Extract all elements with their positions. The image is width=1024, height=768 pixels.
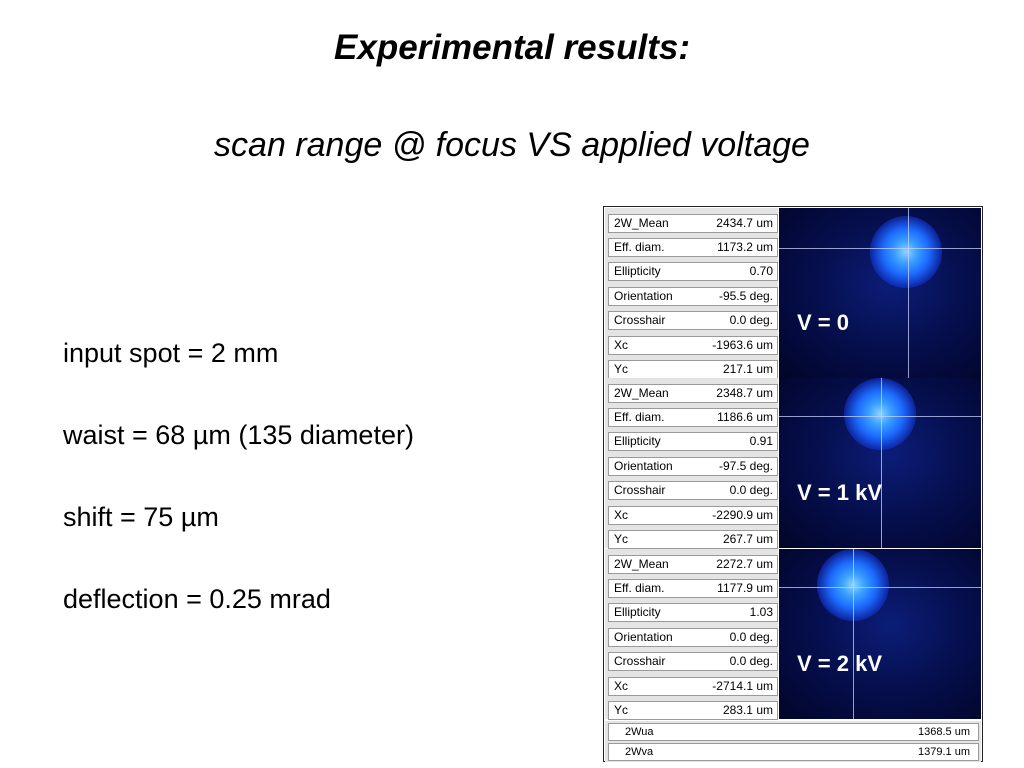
summary-table: 2Wua 1368.5 um 2Wva 1379.1 um: [605, 721, 981, 762]
param-value: 1186.6 um: [717, 410, 773, 424]
param-value: 2348.7 um: [716, 386, 773, 400]
param-row: Ellipticity 0.70: [608, 262, 778, 281]
param-row: Yc 283.1 um: [608, 701, 778, 720]
param-row: Xc -1963.6 um: [608, 336, 778, 355]
crosshair-horizontal: [779, 416, 981, 417]
crosshair-horizontal: [779, 587, 981, 588]
param-label: Ellipticity: [614, 605, 661, 619]
voltage-label: V = 0: [797, 310, 849, 335]
param-row: Crosshair 0.0 deg.: [608, 652, 778, 671]
param-value: 0.0 deg.: [729, 483, 773, 497]
summary-value: 1379.1 um: [918, 746, 970, 758]
beam-image: V = 0: [779, 208, 981, 378]
param-label: 2W_Mean: [614, 386, 669, 400]
param-row: Xc -2290.9 um: [608, 506, 778, 525]
crosshair-vertical: [908, 208, 909, 378]
beam-spot: [844, 378, 916, 450]
beam-image: V = 1 kV: [779, 378, 981, 548]
param-row: Yc 217.1 um: [608, 360, 778, 379]
param-value: 2272.7 um: [716, 557, 773, 571]
param-label: Ellipticity: [614, 434, 661, 448]
beam-panel-v0: 2W_Mean 2434.7 um Eff. diam. 1173.2 um Ell…: [605, 208, 981, 379]
crosshair-vertical: [853, 549, 854, 719]
bullet-shift: shift = 75 µm: [63, 502, 219, 532]
param-label: Xc: [614, 679, 629, 693]
beam-panel-v2: 2W_Mean 2272.7 um Eff. diam. 1177.9 um Ell…: [605, 549, 981, 720]
param-label: Orientation: [614, 289, 673, 303]
beam-spot: [870, 216, 942, 288]
summary-label: 2Wva: [625, 746, 654, 758]
param-label: Eff. diam.: [614, 581, 665, 595]
param-label: Xc: [614, 338, 629, 352]
param-value: 0.0 deg.: [729, 630, 773, 644]
param-value: 0.91: [749, 434, 773, 448]
summary-label: 2Wua: [625, 726, 654, 738]
param-row: 2W_Mean 2434.7 um: [608, 214, 778, 233]
param-row: Crosshair 0.0 deg.: [608, 311, 778, 330]
param-label: Yc: [614, 703, 629, 717]
param-value: -2290.9 um: [712, 508, 773, 522]
voltage-label: V = 1 kV: [797, 480, 883, 505]
param-label: 2W_Mean: [614, 557, 669, 571]
bullet-waist: waist = 68 µm (135 diameter): [63, 420, 414, 450]
param-value: -1963.6 um: [712, 338, 773, 352]
bullet-deflection: deflection = 0.25 mrad: [63, 584, 331, 614]
param-label: Orientation: [614, 630, 673, 644]
slide-subtitle: scan range @ focus VS applied voltage: [214, 126, 810, 164]
param-row: Eff. diam. 1177.9 um: [608, 579, 778, 598]
param-value: 267.7 um: [722, 532, 773, 546]
param-row: Yc 267.7 um: [608, 530, 778, 549]
param-value: 1173.2 um: [717, 240, 773, 254]
param-label: Yc: [614, 532, 629, 546]
summary-row: 2Wva 1379.1 um: [608, 743, 979, 761]
param-label: Crosshair: [614, 483, 666, 497]
summary-value: 1368.5 um: [918, 726, 970, 738]
param-row: Orientation 0.0 deg.: [608, 628, 778, 647]
param-value: -2714.1 um: [712, 679, 773, 693]
param-row: Ellipticity 1.03: [608, 603, 778, 622]
param-value: -95.5 deg.: [718, 289, 773, 303]
param-label: Crosshair: [614, 313, 666, 327]
param-value: 0.70: [749, 264, 773, 278]
param-value: 1177.9 um: [717, 581, 773, 595]
param-row: Orientation -97.5 deg.: [608, 457, 778, 476]
beam-panel-v1: 2W_Mean 2348.7 um Eff. diam. 1186.6 um Ell…: [605, 378, 981, 549]
param-value: 2434.7 um: [716, 216, 773, 230]
param-value: 0.0 deg.: [729, 313, 773, 327]
param-value: 0.0 deg.: [729, 654, 773, 668]
crosshair-horizontal: [779, 248, 981, 249]
param-label: Xc: [614, 508, 629, 522]
param-table: 2W_Mean 2272.7 um Eff. diam. 1177.9 um Ell…: [605, 549, 778, 720]
param-row: Crosshair 0.0 deg.: [608, 481, 778, 500]
param-table: 2W_Mean 2434.7 um Eff. diam. 1173.2 um Ell…: [605, 208, 778, 379]
beam-image: V = 2 kV: [779, 549, 981, 719]
bullet-input-spot: input spot = 2 mm: [63, 338, 279, 368]
voltage-label: V = 2 kV: [797, 651, 883, 676]
param-row: Orientation -95.5 deg.: [608, 287, 778, 306]
param-value: 1.03: [749, 605, 773, 619]
param-row: Xc -2714.1 um: [608, 677, 778, 696]
param-label: Eff. diam.: [614, 410, 665, 424]
slide-title: Experimental results:: [334, 28, 690, 67]
param-value: -97.5 deg.: [718, 459, 773, 473]
param-label: Ellipticity: [614, 264, 661, 278]
param-label: Yc: [614, 362, 629, 376]
param-label: 2W_Mean: [614, 216, 669, 230]
param-label: Eff. diam.: [614, 240, 665, 254]
param-value: 283.1 um: [722, 703, 773, 717]
param-row: Eff. diam. 1186.6 um: [608, 408, 778, 427]
param-label: Crosshair: [614, 654, 666, 668]
param-value: 217.1 um: [722, 362, 773, 376]
summary-row: 2Wua 1368.5 um: [608, 723, 979, 741]
param-row: Ellipticity 0.91: [608, 432, 778, 451]
crosshair-vertical: [881, 378, 882, 548]
param-row: 2W_Mean 2348.7 um: [608, 384, 778, 403]
param-label: Orientation: [614, 459, 673, 473]
param-table: 2W_Mean 2348.7 um Eff. diam. 1186.6 um Ell…: [605, 378, 778, 549]
param-row: 2W_Mean 2272.7 um: [608, 555, 778, 574]
param-row: Eff. diam. 1173.2 um: [608, 238, 778, 257]
